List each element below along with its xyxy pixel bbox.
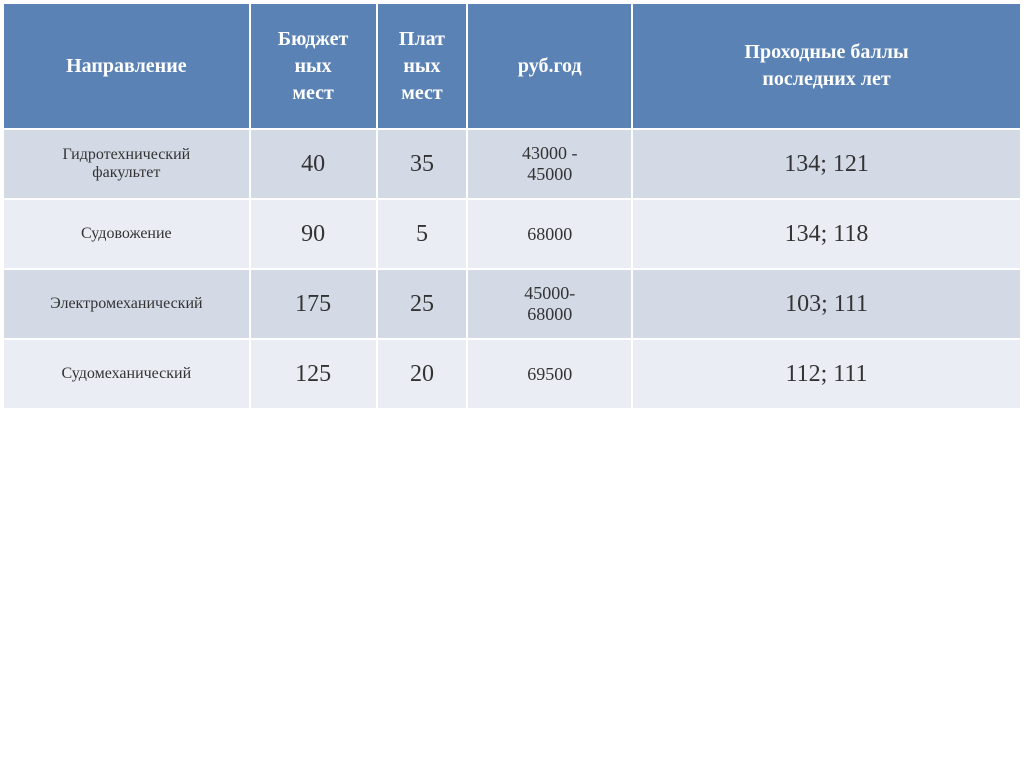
cell-budget: 40	[250, 129, 377, 199]
col-header-paid: Платныхмест	[377, 3, 468, 129]
col-header-scores: Проходные баллыпоследних лет	[632, 3, 1021, 129]
col-header-budget: Бюджетныхмест	[250, 3, 377, 129]
cell-scores: 103; 111	[632, 269, 1021, 339]
cell-scores: 112; 111	[632, 339, 1021, 409]
cell-paid: 35	[377, 129, 468, 199]
table-row: Судомеханический 125 20 69500 112; 111	[3, 339, 1021, 409]
cell-budget: 125	[250, 339, 377, 409]
cell-paid: 25	[377, 269, 468, 339]
cell-price: 68000	[467, 199, 632, 269]
cell-price: 43000 -45000	[467, 129, 632, 199]
cell-scores: 134; 121	[632, 129, 1021, 199]
table-row: Гидротехническийфакультет 40 35 43000 -4…	[3, 129, 1021, 199]
table-row: Судовожение 90 5 68000 134; 118	[3, 199, 1021, 269]
cell-price: 69500	[467, 339, 632, 409]
cell-direction: Судовожение	[3, 199, 250, 269]
col-header-direction: Направление	[3, 3, 250, 129]
cell-direction: Электромеханический	[3, 269, 250, 339]
cell-budget: 90	[250, 199, 377, 269]
cell-budget: 175	[250, 269, 377, 339]
cell-price: 45000-68000	[467, 269, 632, 339]
cell-direction: Судомеханический	[3, 339, 250, 409]
col-header-price: руб.год	[467, 3, 632, 129]
table-row: Электромеханический 175 25 45000-68000 1…	[3, 269, 1021, 339]
cell-direction: Гидротехническийфакультет	[3, 129, 250, 199]
admissions-table: Направление Бюджетныхмест Платныхмест ру…	[2, 2, 1022, 410]
cell-scores: 134; 118	[632, 199, 1021, 269]
table-header-row: Направление Бюджетныхмест Платныхмест ру…	[3, 3, 1021, 129]
cell-paid: 5	[377, 199, 468, 269]
cell-paid: 20	[377, 339, 468, 409]
